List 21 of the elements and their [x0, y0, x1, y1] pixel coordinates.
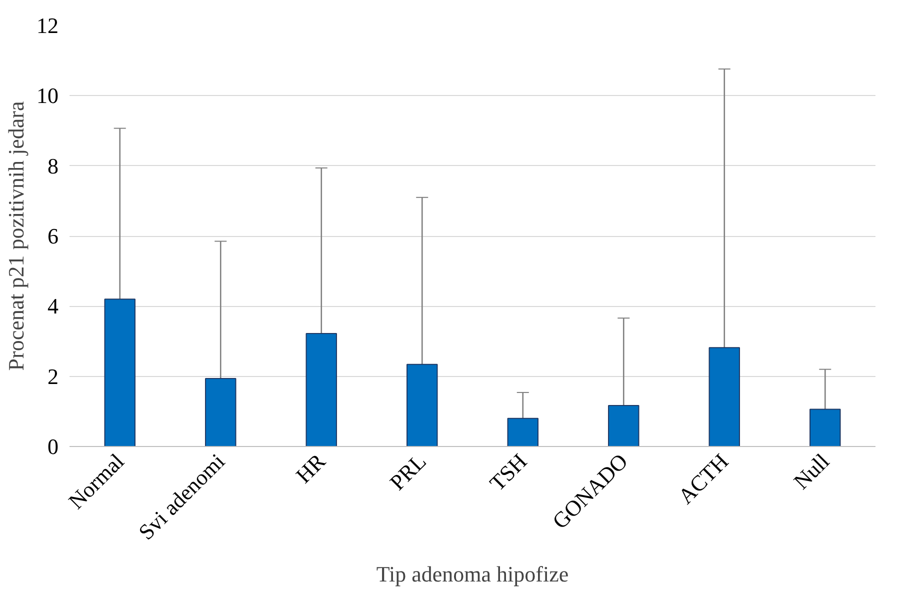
bar [406, 364, 438, 446]
y-tick-label: 2 [48, 364, 58, 389]
x-tick-label: PRL [384, 448, 431, 495]
bar [810, 408, 841, 446]
bar [708, 347, 740, 446]
y-tick-label: 6 [48, 224, 58, 248]
x-tick-label: TSH [484, 448, 532, 496]
bar [104, 298, 136, 446]
y-tick-label: 10 [36, 83, 58, 108]
bar [306, 333, 337, 446]
bar [507, 418, 538, 446]
x-axis-title: Tip adenoma hipofize [376, 561, 569, 586]
y-tick-label: 12 [36, 13, 58, 38]
y-axis-title: Procenat p21 pozitivnih jedara [4, 101, 28, 371]
bar [608, 404, 640, 446]
bar [205, 378, 236, 446]
y-tick-label: 0 [48, 434, 58, 459]
x-tick-label: HR [290, 448, 330, 488]
x-tick-label: Null [788, 448, 834, 494]
y-tick-label: 4 [48, 294, 58, 319]
y-tick-label: 8 [48, 153, 58, 178]
